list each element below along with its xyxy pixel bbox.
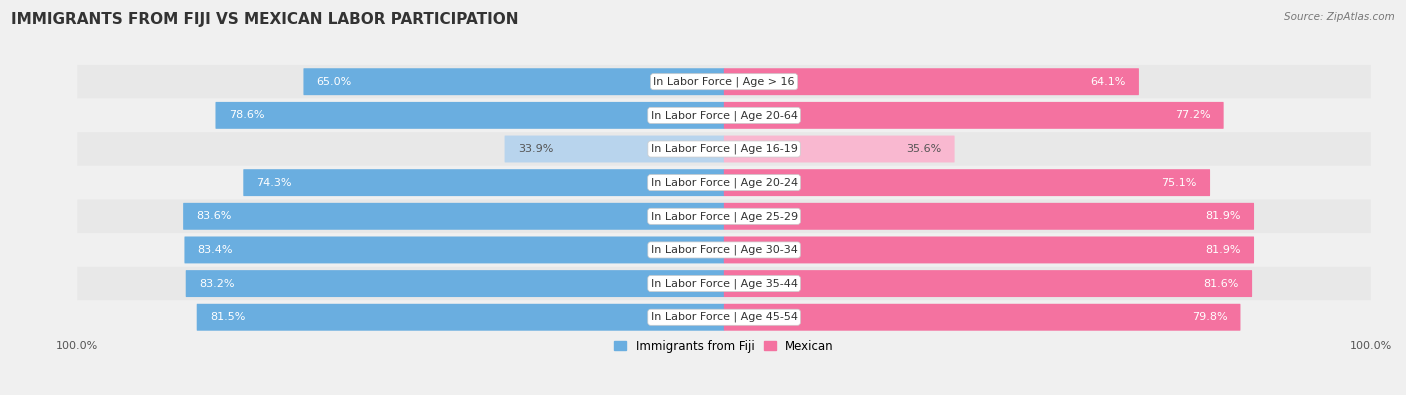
Text: In Labor Force | Age 45-54: In Labor Force | Age 45-54 (651, 312, 797, 322)
FancyBboxPatch shape (183, 203, 724, 230)
Text: In Labor Force | Age 16-19: In Labor Force | Age 16-19 (651, 144, 797, 154)
FancyBboxPatch shape (77, 301, 1371, 334)
Text: In Labor Force | Age > 16: In Labor Force | Age > 16 (654, 77, 794, 87)
FancyBboxPatch shape (215, 102, 724, 129)
Text: 35.6%: 35.6% (905, 144, 942, 154)
FancyBboxPatch shape (77, 132, 1371, 166)
Text: In Labor Force | Age 20-64: In Labor Force | Age 20-64 (651, 110, 797, 120)
Text: 83.4%: 83.4% (198, 245, 233, 255)
Legend: Immigrants from Fiji, Mexican: Immigrants from Fiji, Mexican (610, 335, 838, 357)
FancyBboxPatch shape (77, 98, 1371, 132)
Text: 81.9%: 81.9% (1205, 245, 1241, 255)
Text: 74.3%: 74.3% (256, 178, 292, 188)
Text: In Labor Force | Age 20-24: In Labor Force | Age 20-24 (651, 177, 797, 188)
FancyBboxPatch shape (724, 237, 1254, 263)
FancyBboxPatch shape (77, 233, 1371, 267)
Text: 65.0%: 65.0% (316, 77, 352, 87)
FancyBboxPatch shape (724, 68, 1139, 95)
Text: 33.9%: 33.9% (517, 144, 553, 154)
FancyBboxPatch shape (77, 199, 1371, 233)
FancyBboxPatch shape (77, 65, 1371, 98)
Text: 81.9%: 81.9% (1205, 211, 1241, 221)
FancyBboxPatch shape (77, 166, 1371, 199)
Text: 81.6%: 81.6% (1204, 278, 1239, 289)
FancyBboxPatch shape (724, 304, 1240, 331)
FancyBboxPatch shape (724, 135, 955, 162)
Text: 77.2%: 77.2% (1175, 110, 1211, 120)
Text: In Labor Force | Age 25-29: In Labor Force | Age 25-29 (651, 211, 797, 222)
FancyBboxPatch shape (184, 237, 724, 263)
FancyBboxPatch shape (724, 169, 1211, 196)
Text: 64.1%: 64.1% (1090, 77, 1126, 87)
FancyBboxPatch shape (197, 304, 724, 331)
FancyBboxPatch shape (304, 68, 724, 95)
FancyBboxPatch shape (243, 169, 724, 196)
FancyBboxPatch shape (724, 203, 1254, 230)
FancyBboxPatch shape (186, 270, 724, 297)
FancyBboxPatch shape (724, 270, 1253, 297)
Text: 83.2%: 83.2% (198, 278, 235, 289)
FancyBboxPatch shape (724, 102, 1223, 129)
Text: 75.1%: 75.1% (1161, 178, 1197, 188)
Text: 79.8%: 79.8% (1192, 312, 1227, 322)
Text: IMMIGRANTS FROM FIJI VS MEXICAN LABOR PARTICIPATION: IMMIGRANTS FROM FIJI VS MEXICAN LABOR PA… (11, 12, 519, 27)
Text: 81.5%: 81.5% (209, 312, 245, 322)
Text: In Labor Force | Age 35-44: In Labor Force | Age 35-44 (651, 278, 797, 289)
FancyBboxPatch shape (77, 267, 1371, 301)
FancyBboxPatch shape (505, 135, 724, 162)
Text: 83.6%: 83.6% (197, 211, 232, 221)
Text: 78.6%: 78.6% (229, 110, 264, 120)
Text: Source: ZipAtlas.com: Source: ZipAtlas.com (1284, 12, 1395, 22)
Text: In Labor Force | Age 30-34: In Labor Force | Age 30-34 (651, 245, 797, 255)
